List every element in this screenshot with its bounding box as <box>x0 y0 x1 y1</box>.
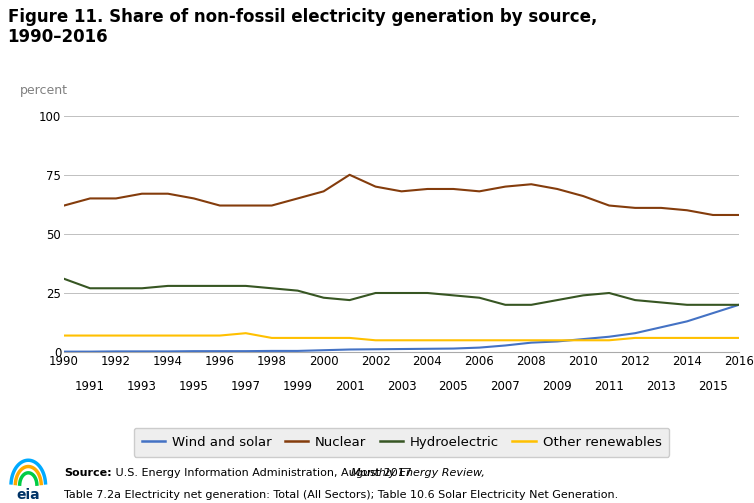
Text: U.S. Energy Information Administration, August 2017: U.S. Energy Information Administration, … <box>112 468 415 478</box>
Text: percent: percent <box>20 84 68 97</box>
Legend: Wind and solar, Nuclear, Hydroelectric, Other renewables: Wind and solar, Nuclear, Hydroelectric, … <box>133 428 670 457</box>
Text: Figure 11. Share of non-fossil electricity generation by source,: Figure 11. Share of non-fossil electrici… <box>8 8 597 26</box>
Text: 1990–2016: 1990–2016 <box>8 28 108 46</box>
Text: 2015: 2015 <box>698 380 728 393</box>
Text: Source:: Source: <box>64 468 112 478</box>
Text: 2009: 2009 <box>542 380 572 393</box>
Text: 2011: 2011 <box>594 380 624 393</box>
Text: 1999: 1999 <box>283 380 313 393</box>
Text: Table 7.2a Electricity net generation: Total (All Sectors); Table 10.6 Solar Ele: Table 7.2a Electricity net generation: T… <box>64 490 618 500</box>
Text: 1997: 1997 <box>231 380 261 393</box>
Text: 2001: 2001 <box>335 380 364 393</box>
Text: 1993: 1993 <box>127 380 157 393</box>
Text: 2005: 2005 <box>439 380 468 393</box>
Text: 1995: 1995 <box>179 380 209 393</box>
Text: Monthly Energy Review,: Monthly Energy Review, <box>351 468 486 478</box>
Text: 2003: 2003 <box>387 380 416 393</box>
Text: eia: eia <box>17 488 40 502</box>
Text: 2013: 2013 <box>646 380 676 393</box>
Text: 2007: 2007 <box>490 380 520 393</box>
Text: 1991: 1991 <box>75 380 105 393</box>
